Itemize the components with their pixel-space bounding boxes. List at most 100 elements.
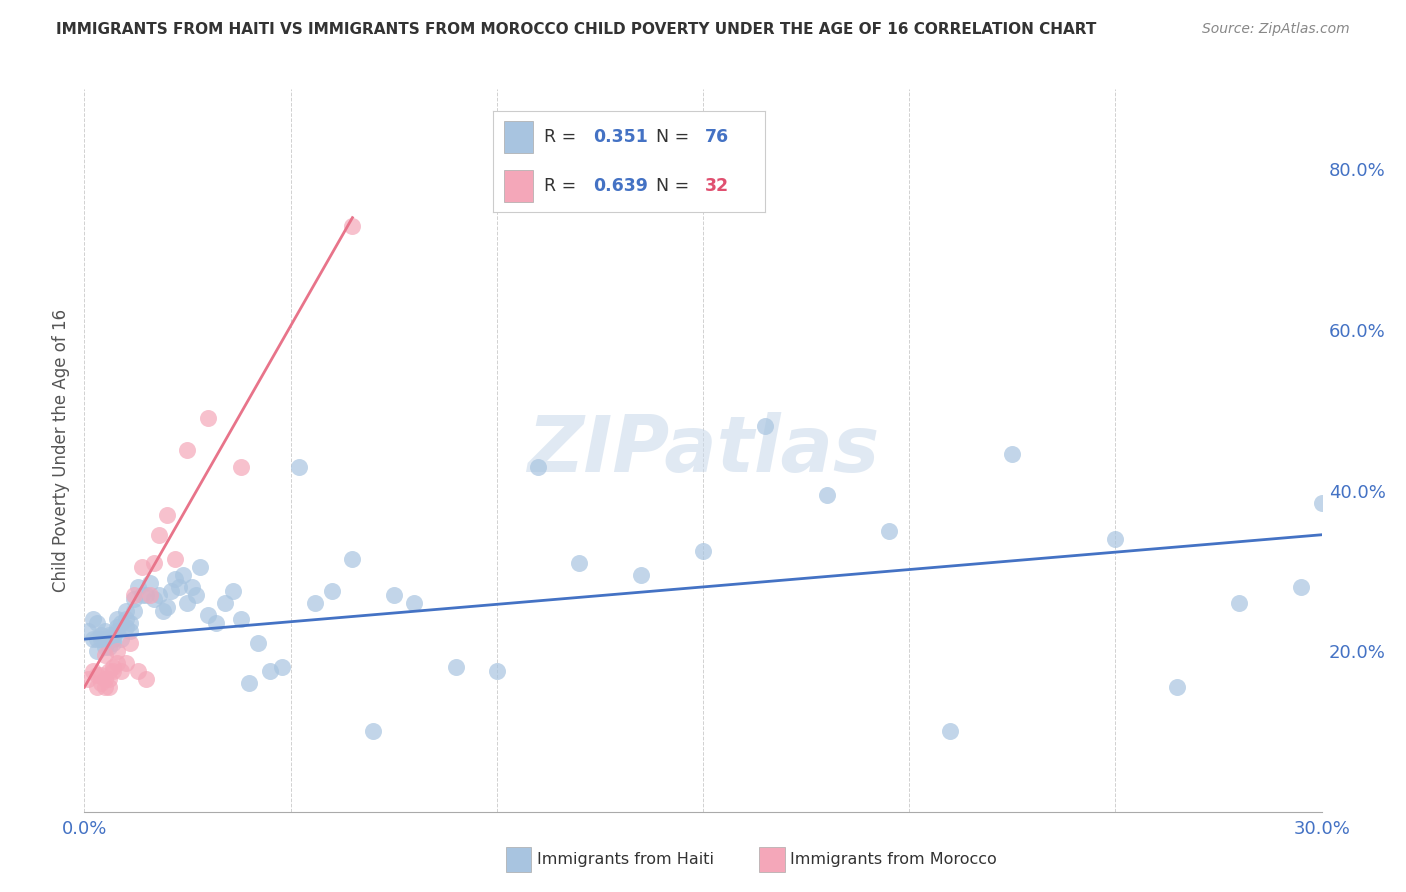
Point xyxy=(94,680,117,694)
Point xyxy=(127,580,149,594)
Point xyxy=(156,508,179,522)
Point xyxy=(98,628,121,642)
Point xyxy=(229,612,252,626)
Point xyxy=(118,636,141,650)
Text: 32: 32 xyxy=(704,177,730,194)
Point xyxy=(127,664,149,678)
Text: N =: N = xyxy=(657,128,695,146)
Point xyxy=(94,632,117,646)
Text: Immigrants from Morocco: Immigrants from Morocco xyxy=(790,853,997,867)
Point xyxy=(98,640,121,655)
Point xyxy=(86,644,108,658)
Point xyxy=(877,524,900,538)
Text: N =: N = xyxy=(657,177,695,194)
Point xyxy=(205,615,228,630)
Point xyxy=(1289,580,1312,594)
Point xyxy=(404,596,426,610)
Point xyxy=(90,628,112,642)
Point xyxy=(86,680,108,694)
Point xyxy=(148,527,170,541)
Point xyxy=(444,660,467,674)
Point xyxy=(222,583,245,598)
Point xyxy=(156,599,179,614)
Point xyxy=(86,668,108,682)
Point xyxy=(139,588,162,602)
Point xyxy=(321,583,343,598)
Point xyxy=(238,676,260,690)
Point xyxy=(1166,680,1188,694)
Point xyxy=(568,556,591,570)
Point xyxy=(94,640,117,655)
Point xyxy=(939,724,962,739)
Point xyxy=(288,459,311,474)
Text: 0.351: 0.351 xyxy=(593,128,648,146)
Point xyxy=(105,612,128,626)
Point xyxy=(114,604,136,618)
Point xyxy=(105,657,128,671)
Point xyxy=(82,612,104,626)
Point xyxy=(103,632,125,646)
Point xyxy=(122,604,145,618)
Point xyxy=(165,572,187,586)
Point xyxy=(103,660,125,674)
Point xyxy=(135,588,157,602)
Point xyxy=(105,624,128,638)
Point xyxy=(271,660,294,674)
Text: 0.639: 0.639 xyxy=(593,177,648,194)
Point xyxy=(1001,447,1024,462)
Point xyxy=(754,419,776,434)
Point xyxy=(1310,495,1333,509)
Point xyxy=(197,411,219,425)
Point xyxy=(90,676,112,690)
Point xyxy=(342,219,364,233)
Point xyxy=(86,632,108,646)
Point xyxy=(176,596,198,610)
Point xyxy=(184,588,207,602)
Point xyxy=(110,615,132,630)
Point xyxy=(122,592,145,607)
Point xyxy=(361,724,384,739)
Point xyxy=(1104,532,1126,546)
Point xyxy=(152,604,174,618)
Text: R =: R = xyxy=(544,128,582,146)
Point xyxy=(246,636,269,650)
Point xyxy=(110,664,132,678)
FancyBboxPatch shape xyxy=(503,121,533,153)
Point xyxy=(122,588,145,602)
Point xyxy=(82,664,104,678)
Point xyxy=(214,596,236,610)
Point xyxy=(98,664,121,678)
Point xyxy=(197,608,219,623)
Point xyxy=(86,615,108,630)
Point xyxy=(118,615,141,630)
Point xyxy=(90,632,112,646)
Point xyxy=(304,596,326,610)
Point xyxy=(188,560,211,574)
FancyBboxPatch shape xyxy=(503,169,533,202)
Text: R =: R = xyxy=(544,177,582,194)
Point xyxy=(110,632,132,646)
Point xyxy=(485,664,508,678)
Point xyxy=(527,459,550,474)
Text: IMMIGRANTS FROM HAITI VS IMMIGRANTS FROM MOROCCO CHILD POVERTY UNDER THE AGE OF : IMMIGRANTS FROM HAITI VS IMMIGRANTS FROM… xyxy=(56,22,1097,37)
Point xyxy=(77,673,100,687)
Point xyxy=(167,580,190,594)
Point xyxy=(77,624,100,638)
Point xyxy=(148,588,170,602)
Point xyxy=(103,664,125,678)
Point xyxy=(131,588,153,602)
Point xyxy=(94,648,117,662)
Point xyxy=(98,680,121,694)
Point xyxy=(160,583,183,598)
Point xyxy=(172,567,194,582)
Point xyxy=(1227,596,1250,610)
Point xyxy=(815,487,838,501)
Point xyxy=(103,628,125,642)
Text: 76: 76 xyxy=(704,128,730,146)
Point xyxy=(105,620,128,634)
Point xyxy=(176,443,198,458)
Point xyxy=(143,592,166,607)
Point xyxy=(90,668,112,682)
Text: Source: ZipAtlas.com: Source: ZipAtlas.com xyxy=(1202,22,1350,37)
Point xyxy=(98,673,121,687)
